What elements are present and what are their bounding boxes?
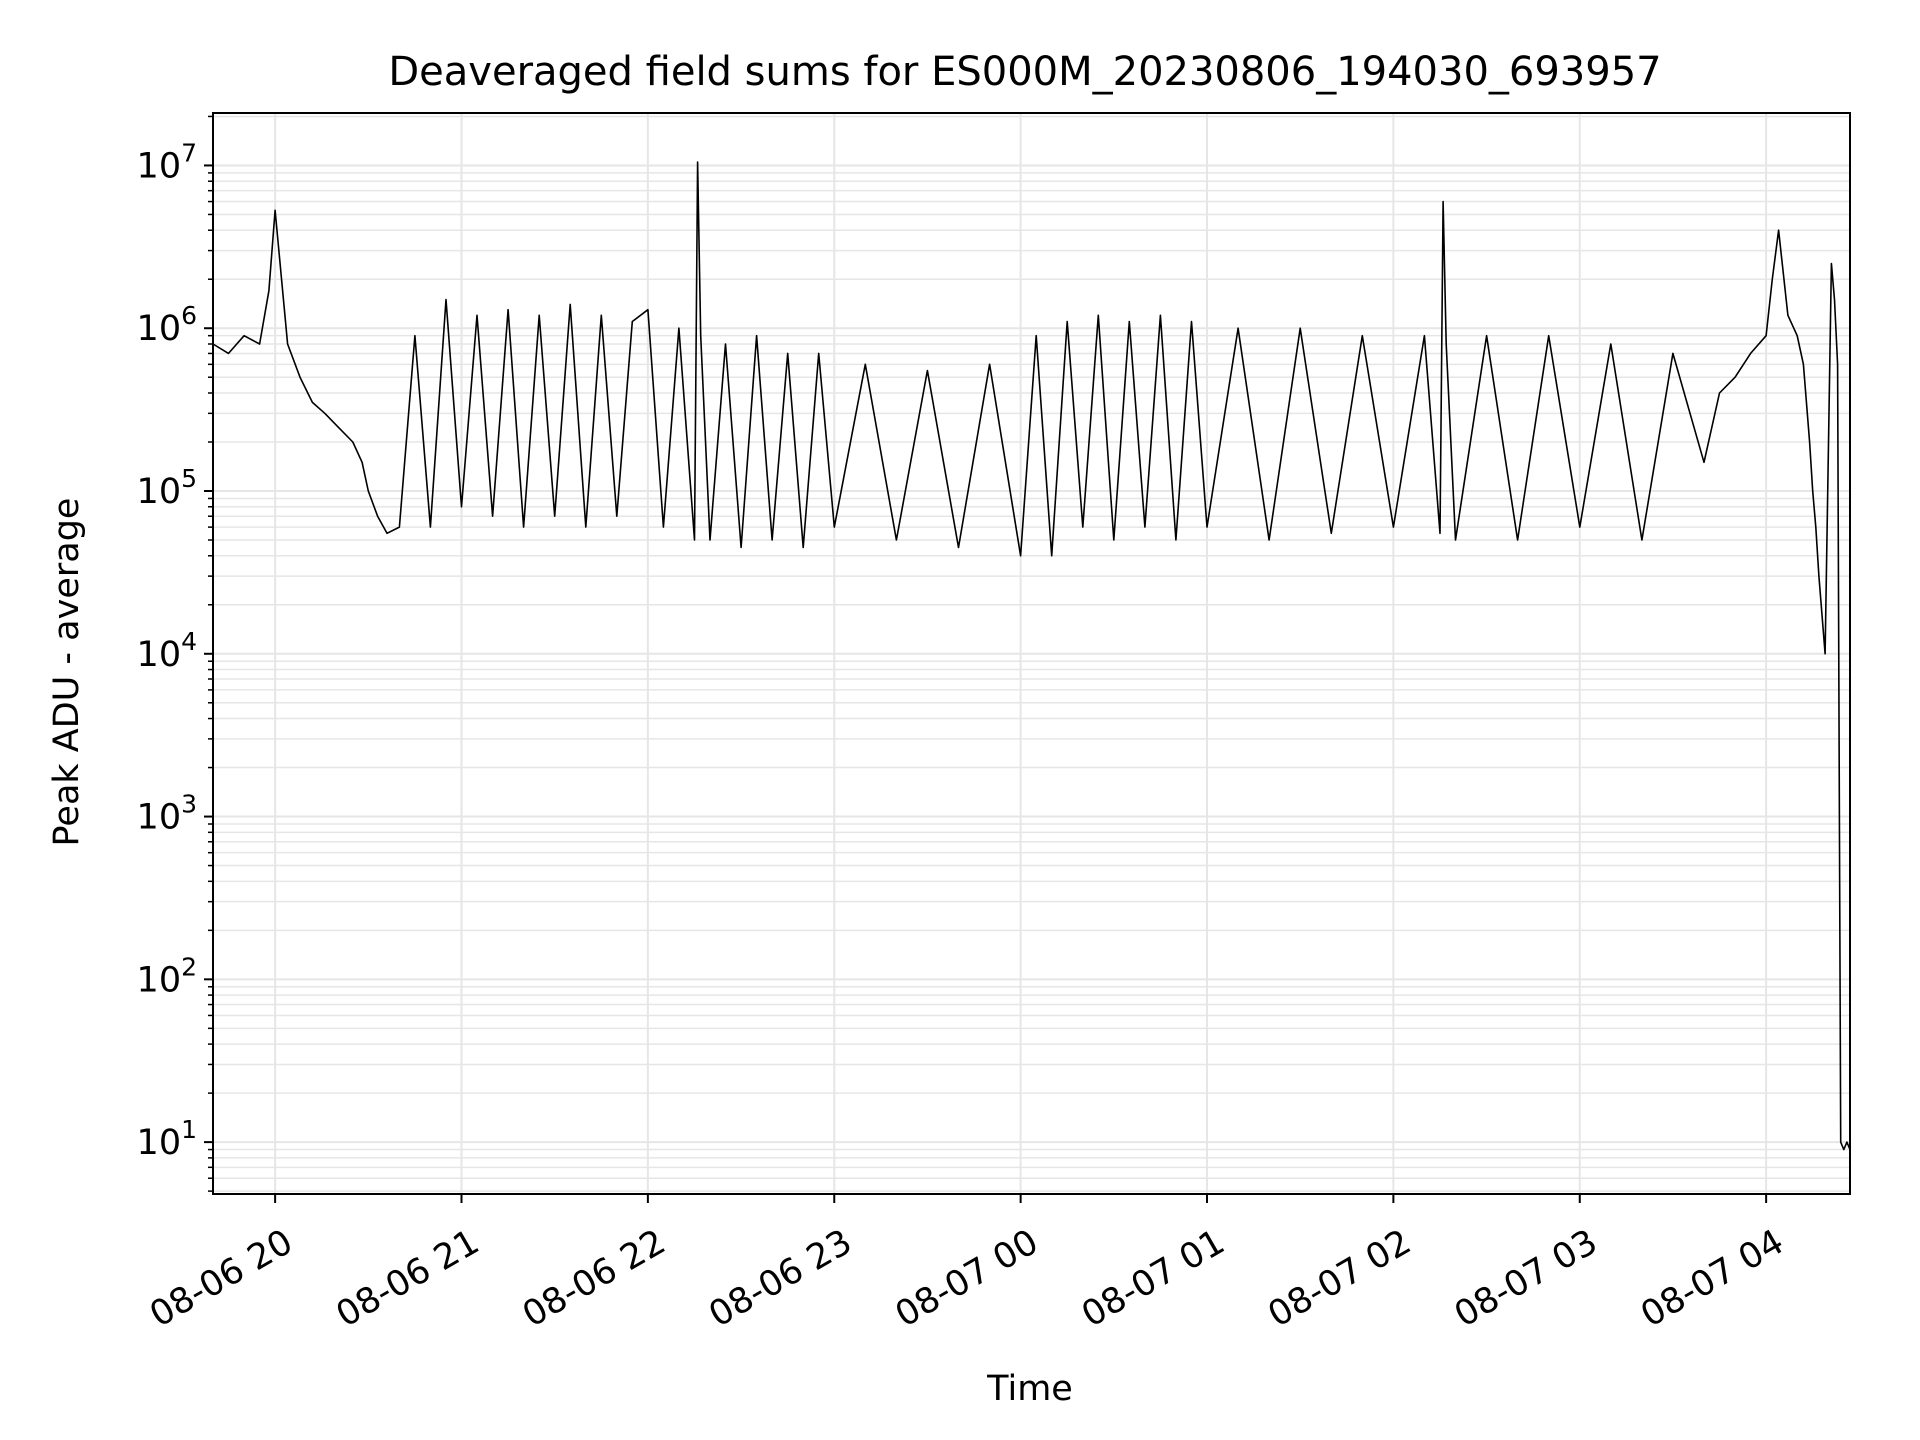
series-line bbox=[212, 161, 1851, 1151]
y-tick-label: 104 bbox=[137, 627, 197, 675]
y-tick-label: 107 bbox=[137, 138, 197, 186]
y-tick-label: 105 bbox=[137, 464, 197, 512]
x-axis-label: Time bbox=[986, 1369, 1073, 1409]
y-axis-label: Peak ADU - average bbox=[47, 498, 87, 847]
chart-title: Deaveraged field sums for ES000M_2023080… bbox=[388, 49, 1661, 95]
plot-area bbox=[212, 161, 1851, 1151]
y-tick-label: 102 bbox=[137, 952, 197, 1000]
y-tick-label: 103 bbox=[137, 790, 197, 838]
grid bbox=[213, 113, 1850, 1194]
y-tick-label: 106 bbox=[137, 301, 197, 349]
y-tick-label: 101 bbox=[137, 1115, 197, 1163]
